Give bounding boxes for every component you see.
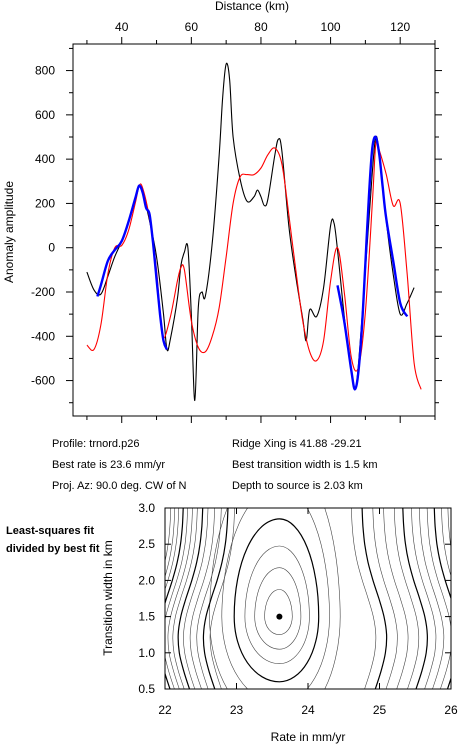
top-x-axis-label: Distance (km) — [215, 0, 289, 13]
contour-set — [165, 508, 467, 689]
top-x-tick-label: 60 — [185, 20, 199, 34]
observed-anomaly-line — [86, 62, 415, 402]
contour-ring — [254, 567, 302, 650]
best-width-label: Best transition width is 1.5 km — [232, 459, 378, 471]
projection-azimuth-label: Proj. Az: 90.0 deg. CW of N — [52, 480, 187, 492]
bottom-y-axis-label: Transition width in km — [101, 540, 115, 656]
top-y-tick-label: 200 — [35, 196, 55, 210]
contour-y-tick-label: 2.0 — [138, 573, 155, 587]
contour-y-tick-label: 2.5 — [138, 537, 155, 551]
contour-curve-right — [402, 508, 428, 689]
top-y-tick-label: -200 — [31, 285, 55, 299]
contour-curve-right — [447, 508, 451, 550]
top-y-tick-label: 0 — [48, 241, 55, 255]
plot-frame — [72, 43, 436, 417]
contour-ring — [264, 589, 293, 636]
top-y-tick-label: -600 — [31, 374, 55, 388]
contour-curve-right — [433, 508, 451, 689]
misfit-contour-chart: 22 23 24 25 26 0.5 1.0 1.5 2.0 2.5 3.0 Rate in mm… — [101, 501, 467, 744]
contour-curve-left — [165, 508, 184, 689]
fit-segment-right-line — [336, 135, 409, 391]
bottom-x-axis-label: Rate in mm/yr — [271, 730, 346, 744]
contour-y-tick-label: 1.0 — [138, 646, 155, 660]
fit-segment-left-line — [96, 184, 169, 351]
anomaly-profile-chart: 40 60 80 100 120 -600 -400 -200 0 200 400 600 800 D… — [2, 0, 442, 423]
contour-curve-left — [196, 508, 222, 689]
top-series-group — [86, 62, 422, 402]
depth-label: Depth to source is 2.03 km — [232, 480, 363, 492]
bottom-y-ticks: 0.5 1.0 1.5 2.0 2.5 3.0 — [138, 501, 451, 696]
contour-curve-right — [383, 508, 409, 689]
contour-x-tick-label: 25 — [373, 703, 387, 717]
contour-curve-left — [209, 508, 235, 689]
top-x-tick-label: 100 — [321, 20, 341, 34]
contour-y-tick-label: 0.5 — [138, 682, 155, 696]
contour-curve-right — [361, 508, 388, 689]
contour-curve-left — [165, 508, 172, 563]
contour-curve-left — [177, 508, 204, 689]
contour-x-tick-label: 26 — [444, 703, 458, 717]
ridge-crossing-label: Ridge Xing is 41.88 -29.21 — [232, 438, 362, 450]
top-x-tick-label: 120 — [390, 20, 410, 34]
top-y-tick-label: 800 — [35, 64, 55, 78]
contour-ring — [221, 508, 330, 689]
contour-lines — [165, 508, 467, 689]
contour-curve-right — [441, 508, 451, 578]
contour-curve-left — [165, 508, 180, 689]
contour-ring — [244, 545, 310, 665]
top-y-tick-label: -400 — [31, 329, 55, 343]
best-fit-point — [276, 613, 283, 620]
contour-ring — [209, 508, 341, 689]
contour-x-tick-label: 24 — [301, 703, 315, 717]
contour-curve-right — [419, 508, 445, 689]
contour-curve-left — [172, 508, 198, 689]
contour-curve-left — [183, 508, 209, 689]
contour-curve-right — [394, 508, 420, 689]
bottom-x-ticks: 22 23 24 25 26 — [158, 508, 458, 717]
contour-x-tick-label: 23 — [230, 703, 244, 717]
top-y-tick-label: 400 — [35, 152, 55, 166]
contour-ring — [233, 518, 320, 683]
side-note: Least-squares fit divided by best fit — [6, 525, 100, 555]
profile-label: Profile: trnord.p26 — [52, 438, 140, 450]
top-x-ticks: 40 60 80 100 120 — [86, 20, 436, 423]
top-x-tick-label: 80 — [254, 20, 268, 34]
contour-curve-left — [189, 508, 215, 689]
contour-curve-right — [372, 508, 398, 689]
contour-curve-right — [426, 508, 451, 689]
contour-curve-right — [411, 508, 437, 689]
contour-curve-right — [351, 508, 377, 689]
contour-x-tick-label: 22 — [158, 703, 172, 717]
top-y-ticks: -600 -400 -200 0 200 400 600 800 — [31, 47, 442, 404]
contour-y-tick-label: 1.5 — [138, 610, 155, 624]
contour-curve-left — [167, 508, 193, 689]
top-y-axis-label: Anomaly amplitude — [2, 181, 16, 283]
model-anomaly-line — [86, 139, 422, 390]
contour-curve-left — [165, 508, 176, 578]
contour-curve-left — [202, 508, 229, 689]
contour-y-tick-label: 3.0 — [138, 501, 155, 515]
top-y-tick-label: 600 — [35, 108, 55, 122]
contour-curve-right — [454, 508, 467, 689]
top-x-tick-label: 40 — [115, 20, 129, 34]
best-rate-label: Best rate is 23.6 mm/yr — [52, 459, 166, 471]
